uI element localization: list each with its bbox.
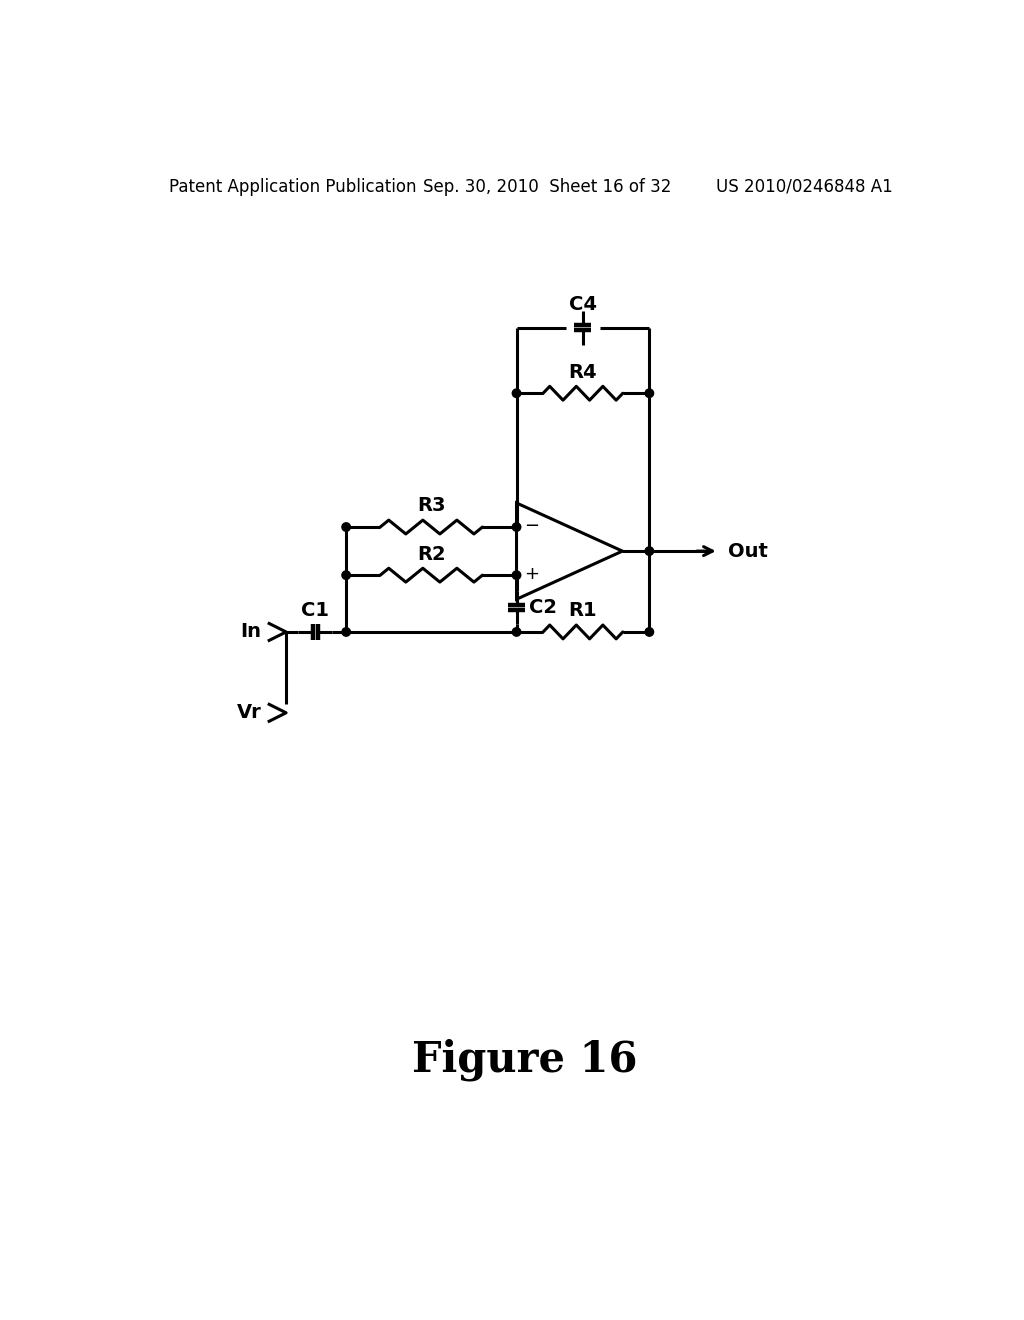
Text: Figure 16: Figure 16 [412, 1038, 638, 1081]
Text: Patent Application Publication: Patent Application Publication [169, 178, 417, 195]
Circle shape [512, 389, 521, 397]
Text: C2: C2 [528, 598, 557, 616]
Circle shape [645, 628, 653, 636]
Circle shape [645, 546, 653, 556]
Circle shape [512, 523, 521, 531]
Circle shape [645, 389, 653, 397]
Circle shape [342, 628, 350, 636]
Circle shape [342, 572, 350, 579]
Text: R2: R2 [417, 545, 445, 564]
Text: Vr: Vr [237, 704, 261, 722]
Text: +: + [524, 565, 540, 583]
Text: Out: Out [728, 541, 768, 561]
Text: C4: C4 [569, 294, 597, 314]
Text: In: In [241, 623, 261, 642]
Circle shape [342, 523, 350, 531]
Text: R1: R1 [568, 602, 597, 620]
Text: R4: R4 [568, 363, 597, 381]
Text: US 2010/0246848 A1: US 2010/0246848 A1 [716, 178, 893, 195]
Text: R3: R3 [417, 496, 445, 516]
Circle shape [512, 628, 521, 636]
Text: C1: C1 [301, 601, 330, 619]
Text: −: − [524, 517, 540, 536]
Circle shape [512, 572, 521, 579]
Text: Sep. 30, 2010  Sheet 16 of 32: Sep. 30, 2010 Sheet 16 of 32 [423, 178, 672, 195]
